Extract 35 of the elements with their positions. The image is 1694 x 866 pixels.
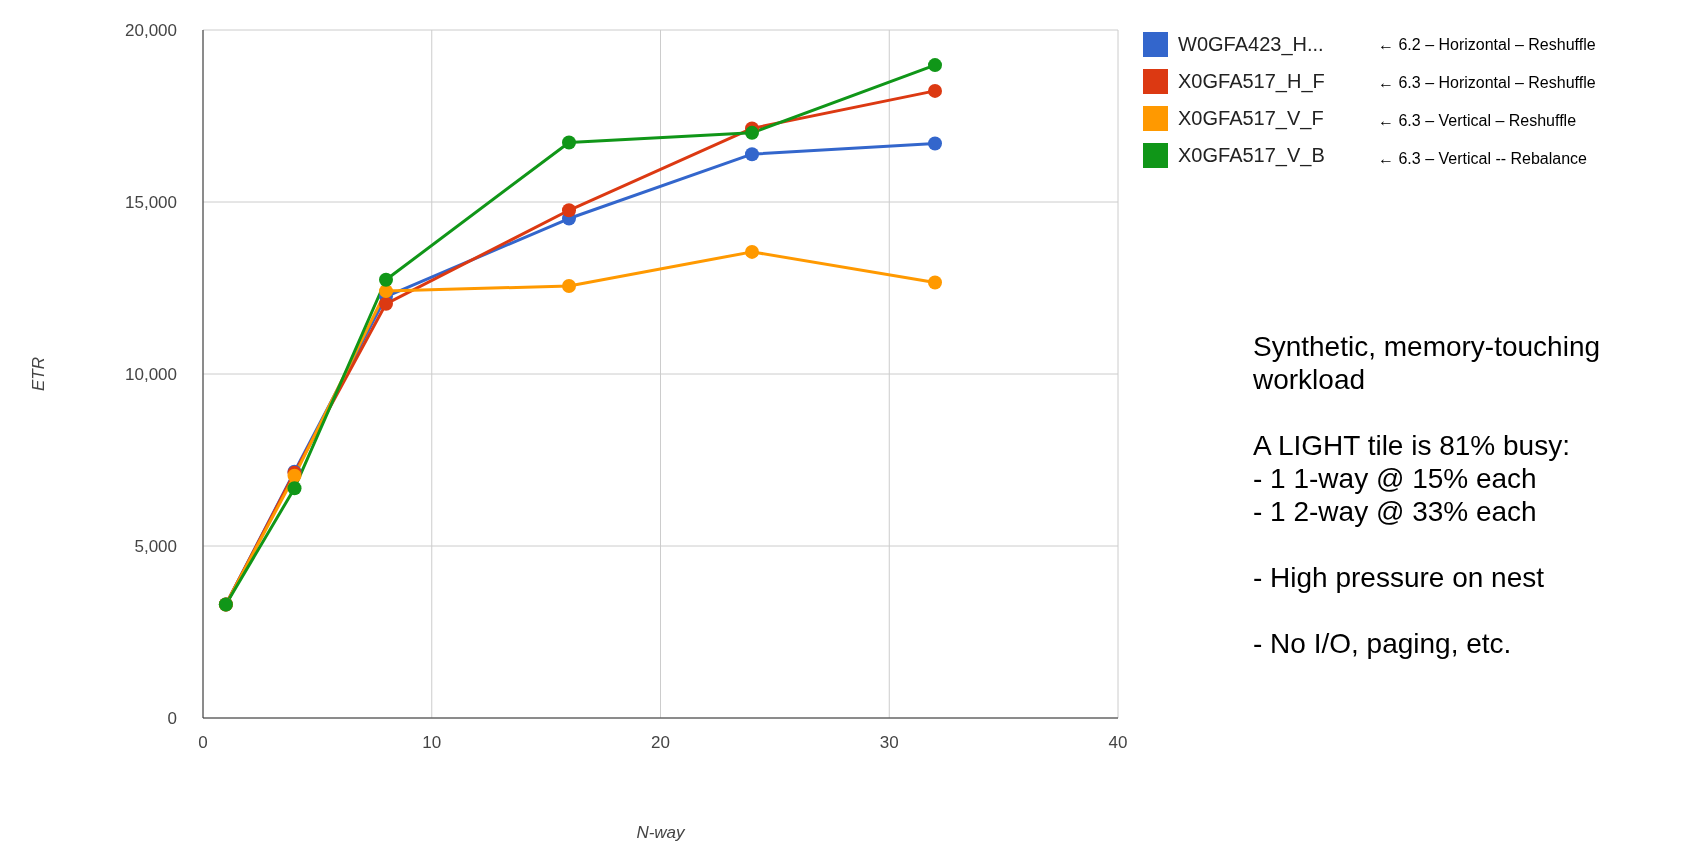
text: ← 6.3 – Vertical – Reshuffle [1378, 111, 1577, 130]
x-axis-title: N-way [636, 823, 687, 842]
y-tick-label: 0 [167, 709, 177, 729]
legend-label: W0GFA423_H... [1178, 33, 1325, 56]
point [562, 135, 576, 150]
point [379, 272, 393, 287]
text: ← 6.3 – Vertical -- Rebalance [1378, 149, 1587, 168]
point [287, 481, 302, 496]
point [745, 244, 759, 259]
point [562, 203, 576, 218]
text: ← 6.2 – Horizontal – Reshuffle [1378, 35, 1596, 54]
point [928, 83, 942, 98]
y-tick-label: 5,000 [134, 537, 177, 557]
legend-label: X0GFA517_V_F [1178, 107, 1325, 130]
point [928, 58, 942, 73]
x-tick-label: 10 [422, 733, 442, 753]
point [745, 125, 759, 140]
point [379, 284, 393, 299]
x-tick-label: 20 [651, 733, 670, 753]
legend-label: X0GFA517_V_B [1178, 144, 1326, 167]
x-tick-label: 0 [198, 733, 208, 753]
y-tick-label: 15,000 [125, 193, 177, 213]
text: Synthetic, memory-touching workload A LIGHT tile is 81% busy: - 1 1-way @ 15% each - 1 2-way @ 33% each - High pressure on nest - No I/O, paging, etc. [1253, 331, 1601, 659]
y-tick-label: 20,000 [125, 21, 177, 41]
text: ← 6.3 – Horizontal – Reshuffle [1378, 73, 1596, 92]
x-tick-label: 30 [879, 733, 899, 753]
point [928, 275, 942, 290]
point [379, 296, 393, 311]
point [562, 278, 576, 293]
y-tick-label: 10,000 [125, 365, 177, 385]
x-tick-label: 40 [1108, 733, 1128, 753]
point [745, 147, 759, 162]
point [928, 136, 942, 151]
y-axis-title: ETR [29, 357, 49, 391]
legend-label: X0GFA517_H_F [1178, 70, 1326, 93]
